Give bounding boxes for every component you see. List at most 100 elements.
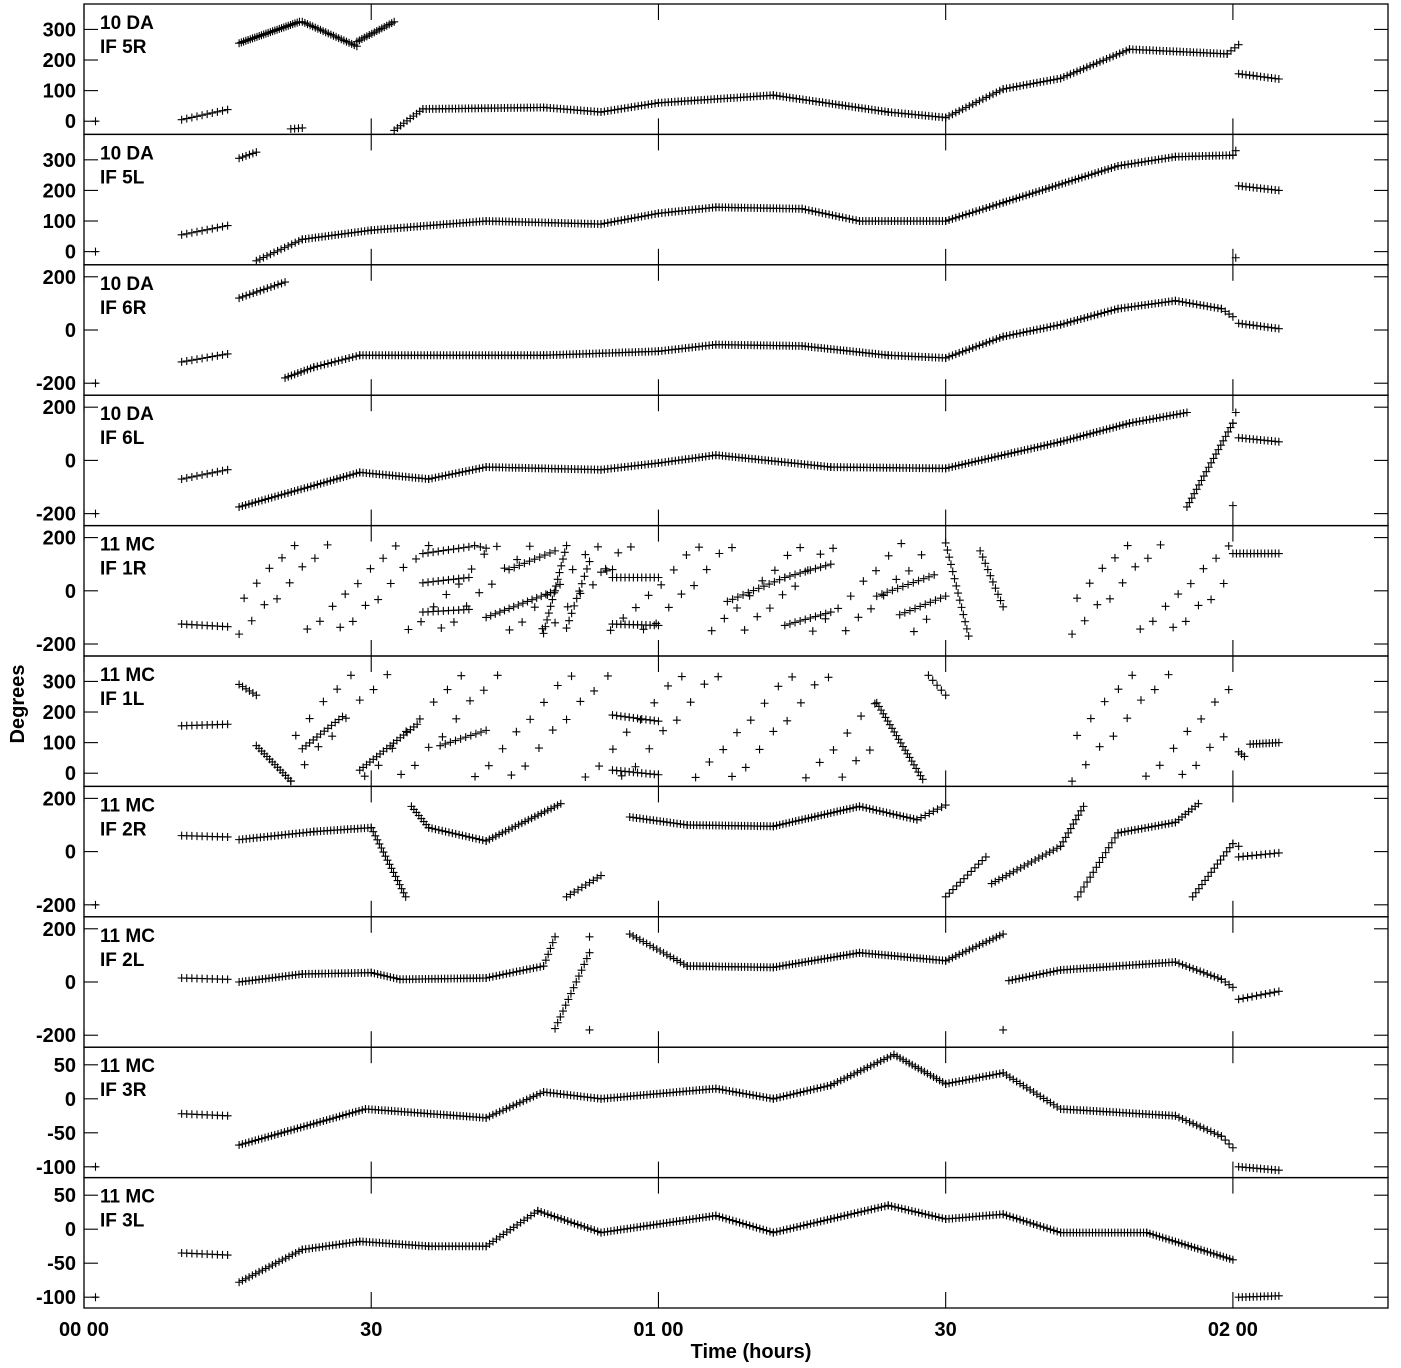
data-point	[1136, 625, 1145, 634]
data-point	[238, 502, 247, 511]
data-point	[749, 1222, 758, 1231]
data-point	[451, 829, 460, 838]
data-point	[1080, 314, 1089, 323]
data-point	[1195, 480, 1204, 489]
data-point	[769, 727, 778, 736]
data-point	[998, 873, 1007, 882]
data-point	[557, 561, 566, 570]
data-point	[1028, 971, 1037, 980]
data-point	[988, 201, 997, 210]
data-point	[1046, 322, 1055, 331]
data-point	[505, 625, 514, 634]
data-point	[961, 617, 970, 626]
data-point	[1042, 968, 1051, 977]
data-point	[741, 763, 750, 772]
data-point	[810, 680, 819, 689]
data-point	[266, 250, 275, 259]
data-point	[961, 210, 970, 219]
data-point	[1019, 81, 1028, 90]
data-point	[442, 590, 451, 599]
data-point	[551, 932, 560, 941]
data-point	[1109, 732, 1118, 741]
data-point	[735, 1088, 744, 1097]
data-point	[1039, 1094, 1048, 1103]
data-point	[811, 207, 820, 216]
data-point	[1002, 331, 1011, 340]
data-point	[328, 602, 337, 611]
data-point	[816, 563, 825, 572]
data-point	[548, 726, 557, 735]
data-point	[1252, 991, 1261, 1000]
data-point	[1186, 579, 1195, 588]
data-point	[1178, 1114, 1187, 1123]
data-point	[263, 284, 272, 293]
data-point	[916, 602, 925, 611]
data-point	[553, 681, 562, 690]
data-point	[857, 712, 866, 721]
data-point	[639, 625, 648, 634]
data-point	[889, 810, 898, 819]
data-point	[1196, 301, 1205, 310]
data-point	[1169, 411, 1178, 420]
data-point	[451, 736, 460, 745]
data-point	[91, 247, 100, 256]
data-point	[485, 973, 494, 982]
data-point	[1073, 892, 1082, 901]
x-tick-label: 02 00	[1208, 1319, 1258, 1341]
data-point	[978, 1072, 987, 1081]
data-point	[480, 550, 489, 559]
data-points	[177, 538, 1283, 641]
data-point	[488, 972, 497, 981]
data-point	[448, 470, 457, 479]
data-point	[455, 830, 464, 839]
data-point	[1104, 165, 1113, 174]
data-point	[1089, 60, 1098, 69]
data-point	[749, 1091, 758, 1100]
data-point	[725, 1087, 734, 1095]
data-point	[903, 749, 912, 758]
data-point	[921, 600, 930, 609]
data-point	[930, 570, 939, 579]
data-point	[538, 624, 547, 633]
data-point	[410, 761, 419, 770]
x-axis-title: Time (hours)	[691, 1341, 812, 1363]
data-point	[240, 594, 249, 603]
data-point	[338, 712, 347, 721]
data-point	[978, 205, 987, 214]
data-point	[280, 1128, 289, 1137]
data-point	[338, 355, 347, 364]
data-point	[1182, 408, 1191, 417]
data-point	[507, 771, 516, 780]
data-point	[662, 950, 671, 959]
data-point	[377, 844, 386, 852]
data-point	[1112, 422, 1121, 431]
data-point	[1197, 714, 1206, 723]
data-point	[631, 603, 640, 612]
data-point	[1197, 880, 1206, 889]
data-point	[860, 1065, 869, 1074]
data-point	[520, 559, 529, 568]
data-point	[992, 335, 1001, 344]
data-point	[259, 253, 268, 262]
data-point	[1234, 40, 1243, 49]
data-point	[1020, 446, 1029, 455]
data-point	[806, 1219, 815, 1228]
data-point	[306, 482, 315, 491]
data-point	[484, 761, 493, 770]
data-point	[471, 729, 480, 738]
data-point	[577, 1221, 586, 1230]
data-point	[727, 543, 736, 552]
data-point	[762, 1093, 771, 1102]
data-point	[1189, 299, 1198, 308]
data-point	[1069, 434, 1078, 443]
data-point	[223, 975, 232, 984]
data-point	[1068, 630, 1077, 639]
data-point	[799, 1087, 808, 1096]
panel-label-line2: IF 3R	[100, 1080, 147, 1101]
data-point	[753, 612, 762, 621]
panel-label-line1: 10 DA	[100, 13, 154, 34]
data-point	[1114, 828, 1123, 837]
data-point	[955, 596, 964, 605]
data-point	[288, 1250, 297, 1259]
